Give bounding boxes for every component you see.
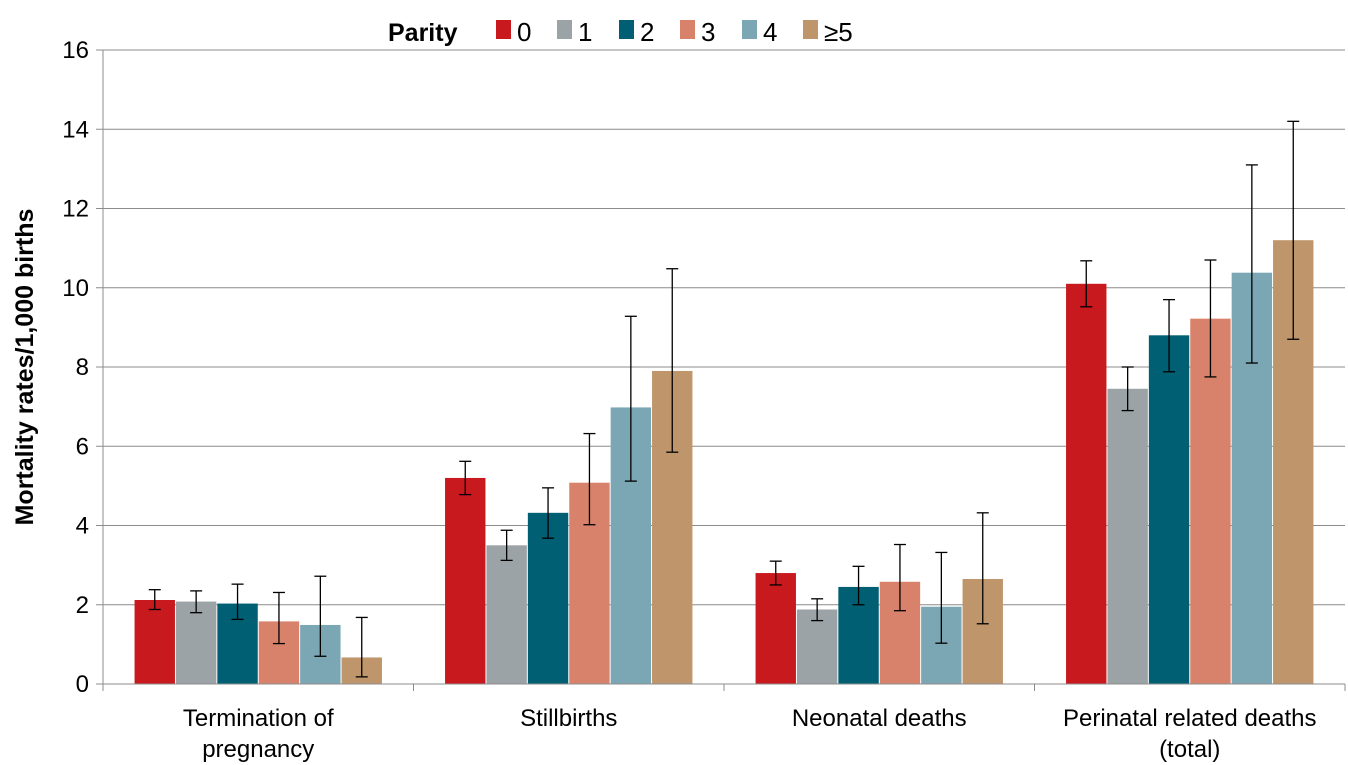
bar	[527, 512, 569, 684]
error-bars	[148, 120, 1300, 678]
bars	[134, 240, 1314, 684]
y-tick-label: 8	[76, 354, 89, 381]
legend-swatch	[619, 20, 634, 39]
bar	[1148, 335, 1190, 684]
axes	[96, 49, 1346, 691]
x-category-label: Perinatal related deaths	[1063, 705, 1317, 732]
axis-labels: 0 2 4 6 8 10 12 14 16 Termination of pregnancy Stil…	[62, 37, 1316, 763]
y-tick-label: 2	[76, 592, 89, 619]
y-tick-label: 10	[62, 275, 89, 302]
y-tick-label: 0	[76, 671, 89, 698]
y-tick-label: 12	[62, 196, 89, 223]
legend-label: 3	[701, 17, 715, 47]
bar	[1066, 283, 1107, 684]
legend-label: 1	[578, 17, 592, 47]
bar	[796, 609, 838, 684]
y-tick-label: 16	[62, 37, 89, 64]
x-category-label: Stillbirths	[520, 705, 617, 732]
y-axis-title: Mortality rates/1,000 births	[11, 209, 39, 526]
legend-swatch	[680, 20, 695, 39]
legend-title: Parity	[388, 19, 458, 47]
x-category-label: pregnancy	[202, 736, 314, 763]
x-category-label: (total)	[1159, 736, 1220, 763]
gridlines	[103, 49, 1345, 606]
legend-swatch	[557, 20, 572, 39]
legend-swatch	[803, 20, 818, 39]
legend-swatch	[496, 20, 511, 39]
x-category-label: Neonatal deaths	[792, 705, 967, 732]
bar	[1107, 388, 1148, 684]
bar	[175, 601, 217, 684]
legend-swatch	[742, 20, 757, 39]
bar	[1190, 318, 1231, 684]
bar	[445, 477, 486, 684]
legend-label: 2	[640, 17, 654, 47]
y-tick-label: 6	[76, 433, 89, 460]
bar	[486, 545, 527, 684]
legend-label: ≥5	[824, 17, 853, 47]
bar	[134, 599, 175, 684]
y-tick-label: 14	[62, 116, 89, 143]
y-tick-label: 4	[76, 513, 89, 540]
legend: Parity 0 1 2 3 4 ≥5	[388, 17, 853, 47]
legend-label: 4	[763, 17, 777, 47]
bar	[755, 573, 796, 684]
legend-label: 0	[517, 17, 531, 47]
x-category-label: Termination of	[183, 705, 334, 732]
